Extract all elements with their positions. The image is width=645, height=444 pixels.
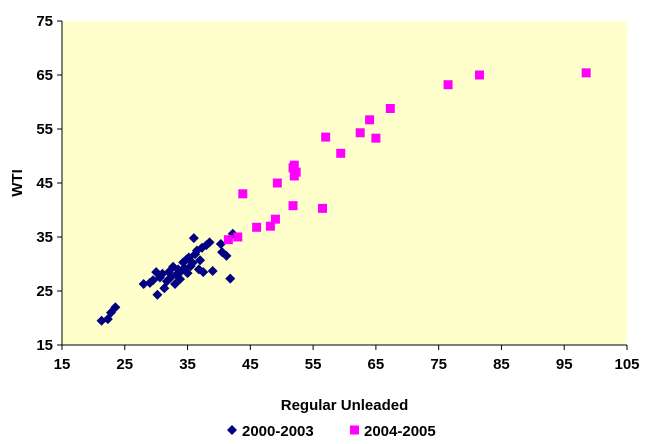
y-axis-title: WTI <box>9 169 26 197</box>
x-axis-title: Regular Unleaded <box>281 397 409 414</box>
data-point-square <box>365 115 375 125</box>
data-point-square <box>355 128 365 138</box>
data-point-diamond <box>195 255 206 266</box>
data-point-square <box>581 68 591 78</box>
x-tick-label: 75 <box>430 356 447 373</box>
legend-label-2004-2005: 2004-2005 <box>364 423 436 440</box>
data-point-square <box>318 203 328 213</box>
x-tick-label: 45 <box>242 356 259 373</box>
y-tick-label: 75 <box>36 13 53 30</box>
data-point-square <box>233 232 243 242</box>
data-point-square <box>336 148 346 158</box>
data-point-square <box>288 201 298 211</box>
x-tick-label: 35 <box>179 356 196 373</box>
data-point-square <box>270 214 280 224</box>
legend-item-2000-2003: 2000-2003 <box>227 423 314 440</box>
data-point-diamond <box>187 257 198 268</box>
x-tick-label: 25 <box>116 356 133 373</box>
data-point-diamond <box>152 289 163 300</box>
x-axis-ticks: 15 25 35 45 55 65 75 85 95 105 <box>54 345 640 373</box>
data-point-square <box>385 103 395 113</box>
data-point-diamond <box>138 278 149 289</box>
data-point-square <box>371 133 381 143</box>
legend: 2000-2003 2004-2005 <box>227 423 436 440</box>
data-point-diamond <box>188 233 199 244</box>
x-tick-label: 15 <box>54 356 71 373</box>
data-point-diamond <box>204 237 215 248</box>
legend-item-2004-2005: 2004-2005 <box>350 423 436 440</box>
legend-label-2000-2003: 2000-2003 <box>242 423 314 440</box>
plot-area <box>62 21 627 345</box>
data-point-diamond <box>198 267 209 278</box>
data-point-diamond <box>207 266 218 277</box>
data-point-diamond <box>221 250 232 261</box>
x-tick-label: 95 <box>556 356 573 373</box>
y-tick-label: 25 <box>36 283 53 300</box>
data-point-square <box>474 70 484 80</box>
data-point-square <box>252 222 262 232</box>
data-point-diamond <box>225 273 236 284</box>
data-point-square <box>443 80 453 90</box>
data-point-diamond <box>175 274 186 285</box>
legend-square-marker <box>350 425 359 435</box>
x-tick-label: 65 <box>368 356 385 373</box>
y-axis-ticks: 15 25 35 45 55 65 75 <box>36 13 62 354</box>
y-tick-label: 45 <box>36 175 53 192</box>
data-point-diamond <box>182 268 193 279</box>
x-tick-label: 105 <box>614 356 639 373</box>
y-tick-label: 35 <box>36 229 53 246</box>
y-tick-label: 65 <box>36 67 53 84</box>
data-point-square <box>321 132 331 142</box>
data-point-square <box>265 221 275 231</box>
y-tick-label: 15 <box>36 337 53 354</box>
y-tick-label: 55 <box>36 121 53 138</box>
data-point-square <box>289 160 299 170</box>
legend-diamond-marker <box>227 425 237 435</box>
data-point-square <box>238 189 248 199</box>
x-tick-label: 85 <box>493 356 510 373</box>
x-tick-label: 55 <box>305 356 322 373</box>
data-point-diamond <box>110 302 121 313</box>
data-point-square <box>223 235 233 245</box>
data-point-diamond <box>215 239 226 250</box>
data-point-square <box>291 167 301 177</box>
data-point-square <box>272 178 282 188</box>
data-points <box>96 68 591 326</box>
